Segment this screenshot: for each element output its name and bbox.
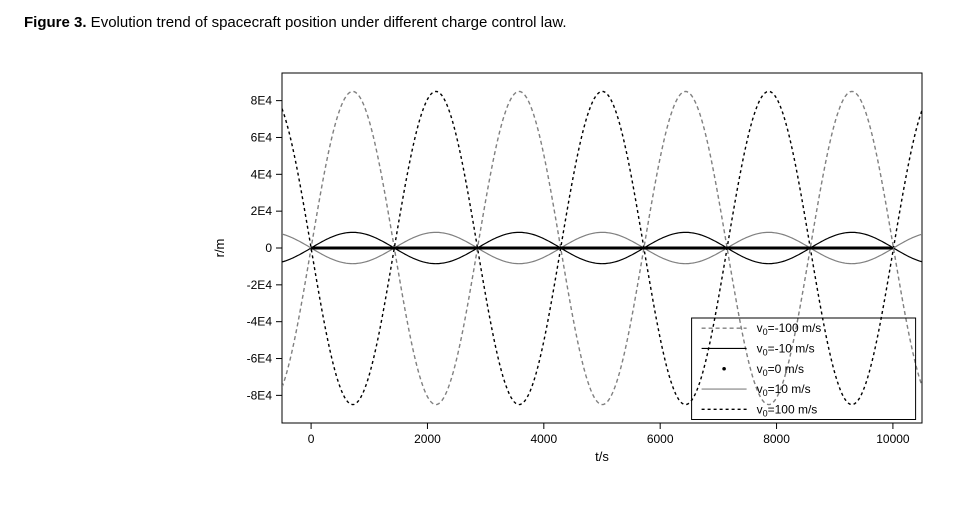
svg-text:-2E4: -2E4 [247, 278, 273, 292]
svg-text:8E4: 8E4 [251, 94, 273, 108]
svg-text:2000: 2000 [414, 432, 441, 446]
legend-label-pos10: v0=10 m/s [757, 382, 811, 398]
svg-text:-6E4: -6E4 [247, 352, 273, 366]
svg-text:2E4: 2E4 [251, 204, 273, 218]
svg-text:4E4: 4E4 [251, 167, 273, 181]
figure-caption: Figure 3. Evolution trend of spacecraft … [24, 14, 955, 31]
evolution-chart: 0 2000 4000 6000 8000 10000 -8E4 -6E4 -4E4 -2E4 0 2… [204, 61, 954, 481]
svg-text:t/s: t/s [595, 449, 609, 464]
legend-label-neg100: v0=-100 m/s [757, 321, 822, 337]
svg-text:6E4: 6E4 [251, 130, 273, 144]
chart-container: 0 2000 4000 6000 8000 10000 -8E4 -6E4 -4E4 -2E4 0 2… [204, 61, 954, 481]
svg-text:r/m: r/m [212, 239, 227, 258]
legend-label-zero: v0=0 m/s [757, 362, 804, 378]
legend-swatch-zero [722, 367, 726, 371]
svg-text:-4E4: -4E4 [247, 315, 273, 329]
svg-text:10000: 10000 [876, 432, 910, 446]
svg-text:6000: 6000 [647, 432, 674, 446]
svg-text:4000: 4000 [530, 432, 557, 446]
figure-label: Figure 3. [24, 14, 87, 31]
legend-label-pos100: v0=100 m/s [757, 402, 818, 418]
svg-text:8000: 8000 [763, 432, 790, 446]
legend-label-neg10: v0=-10 m/s [757, 341, 815, 357]
svg-text:0: 0 [308, 432, 315, 446]
svg-text:0: 0 [265, 241, 272, 255]
svg-text:-8E4: -8E4 [247, 388, 273, 402]
figure-caption-text: Evolution trend of spacecraft position u… [87, 14, 567, 31]
